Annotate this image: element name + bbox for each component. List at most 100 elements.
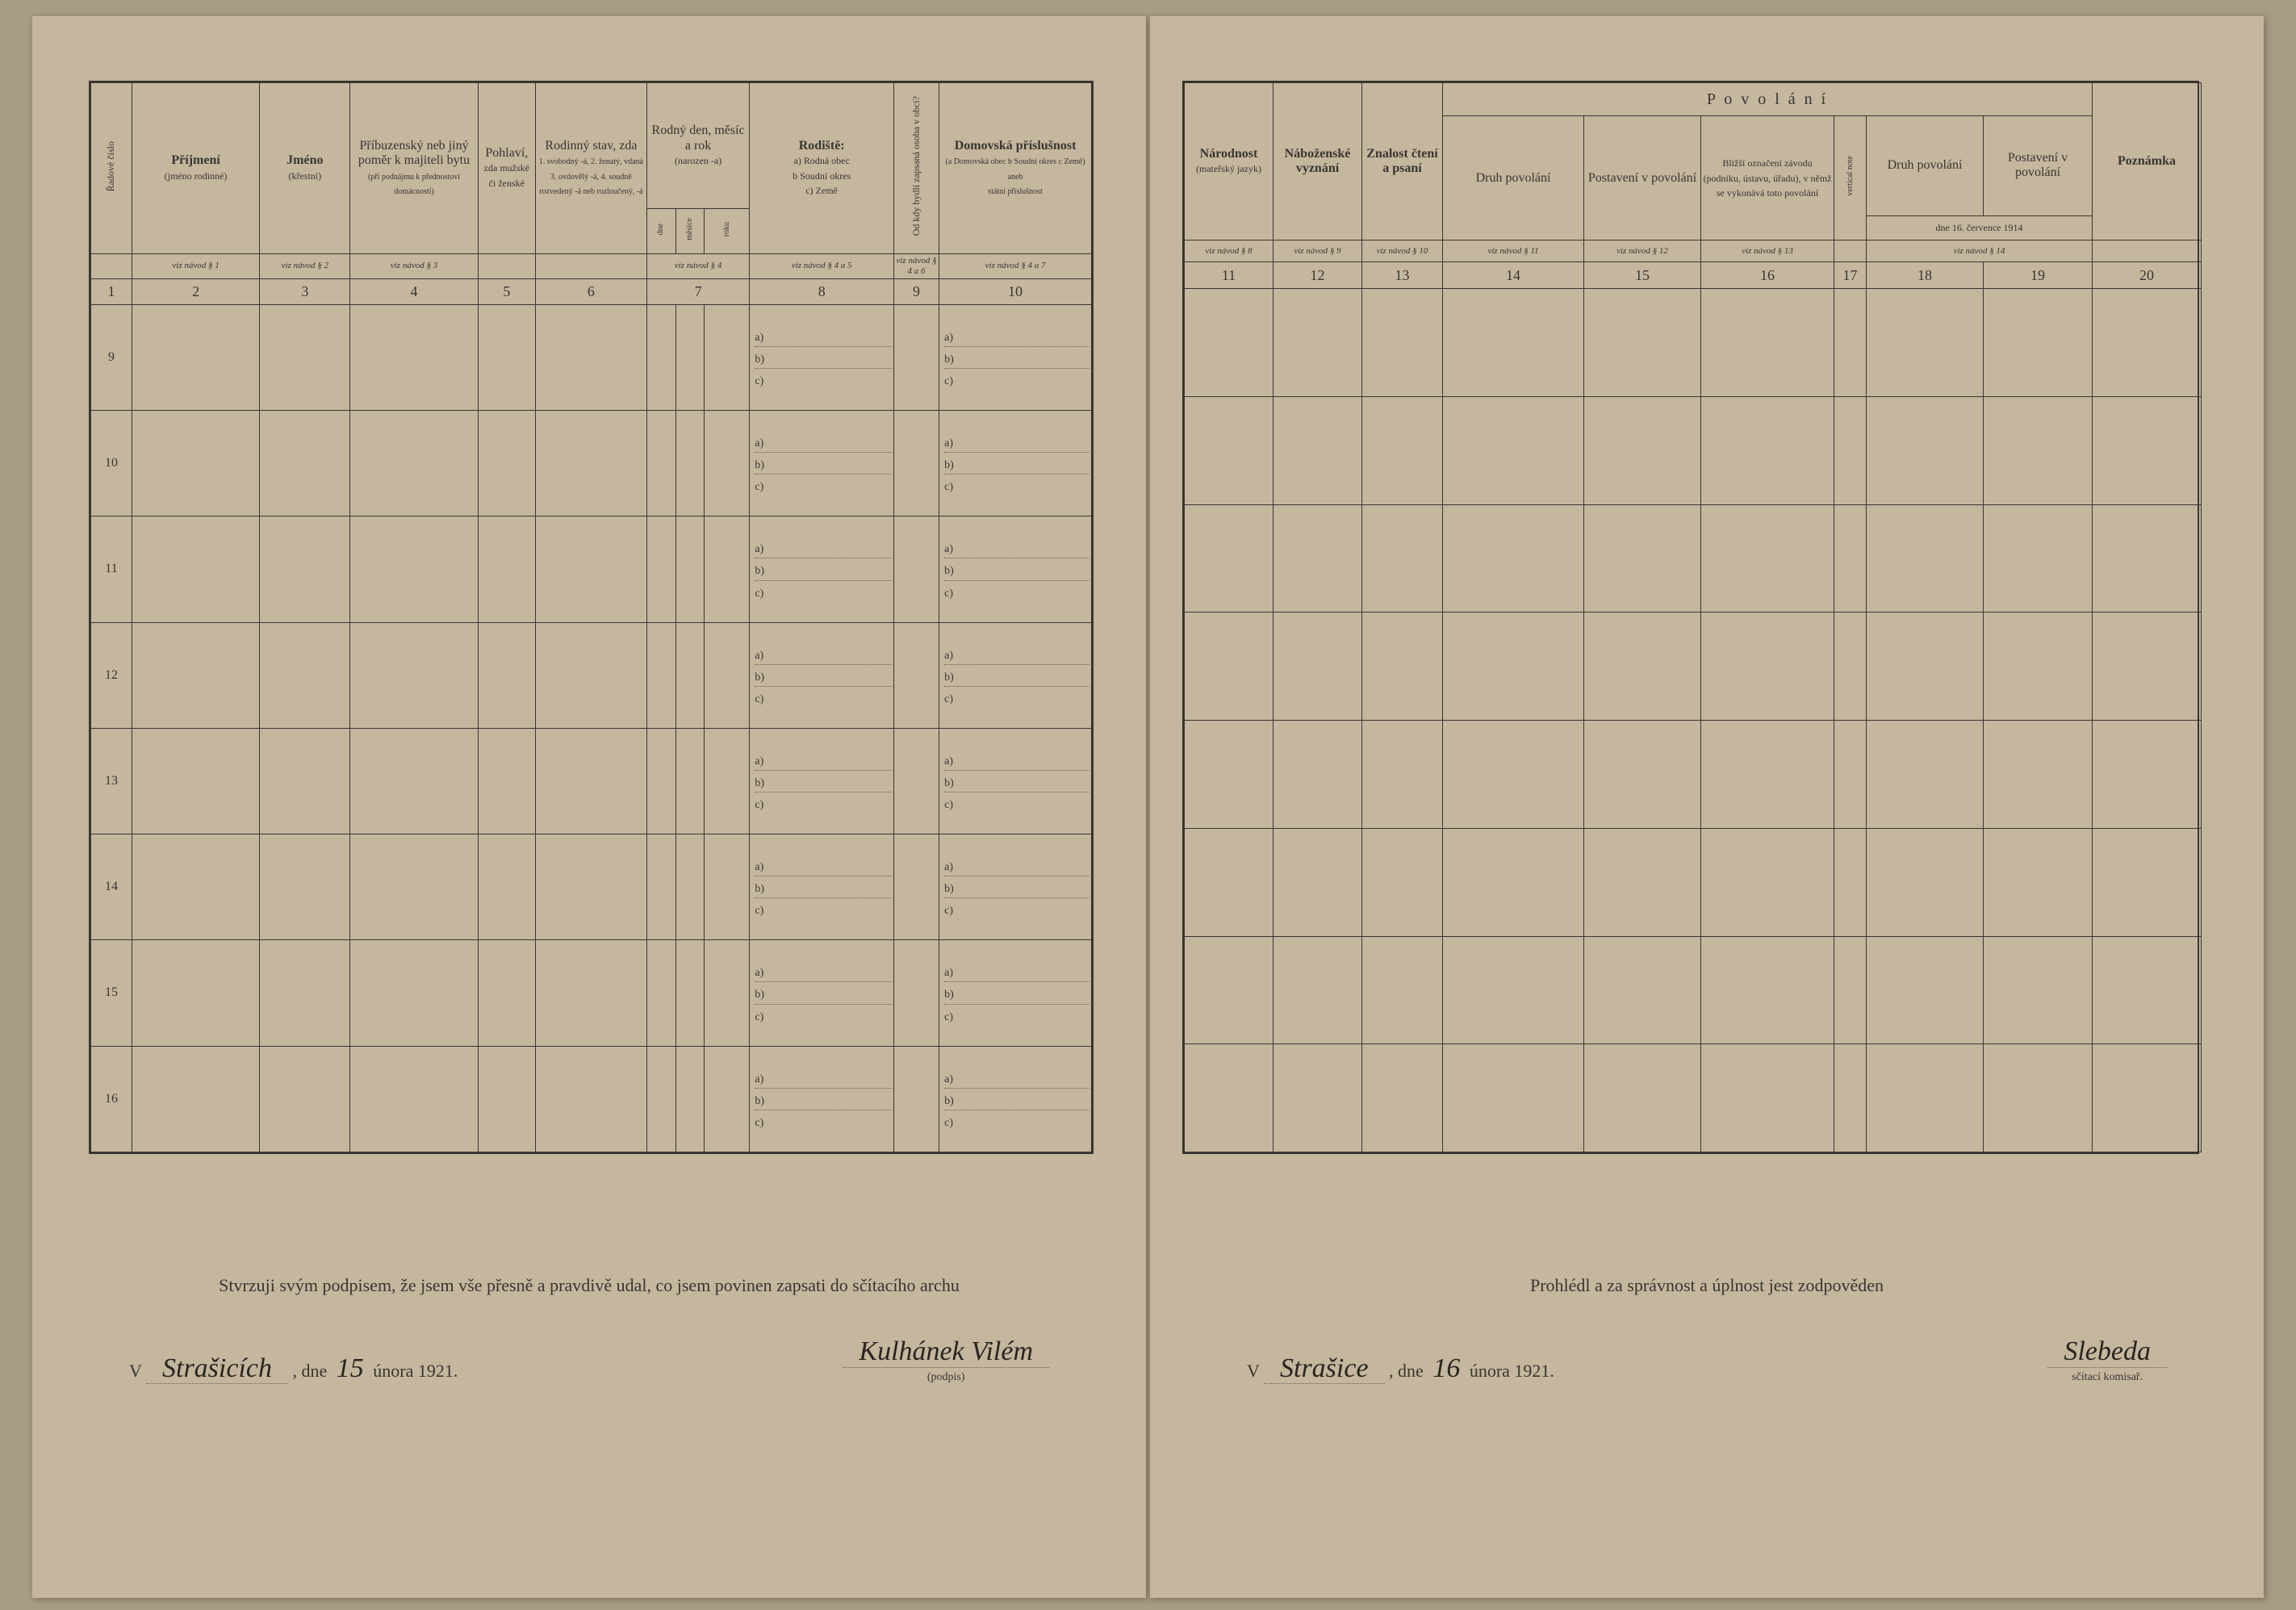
- cell: [350, 940, 478, 1046]
- hdr-c3: Jméno(křestní): [260, 83, 350, 254]
- cell: [646, 304, 675, 410]
- cell: [1867, 721, 1984, 829]
- birthplace-cell: a)b)c): [750, 1046, 894, 1152]
- cell: [1984, 936, 2093, 1044]
- table-row: 10a)b)c)a)b)c): [91, 411, 1092, 516]
- table-row: 14a)b)c)a)b)c): [91, 834, 1092, 940]
- birthplace-cell: a)b)c): [750, 728, 894, 834]
- cell: [260, 834, 350, 940]
- table-row: 15a)b)c)a)b)c): [91, 940, 1092, 1046]
- census-table-left: Řadové číslo Příjmení(jméno rodinné) Jmé…: [89, 81, 1094, 1154]
- cell: [1362, 721, 1443, 829]
- day-handwritten-right: 16: [1428, 1353, 1465, 1383]
- birthplace-cell: a)b)c): [750, 516, 894, 622]
- cell: [1984, 504, 2093, 613]
- ref-8: viz návod § 4 a 5: [750, 254, 894, 279]
- cell: [536, 304, 647, 410]
- ref-5: [478, 254, 535, 279]
- hdr-c7c: roku: [705, 209, 750, 254]
- cell: [1584, 504, 1701, 613]
- cell: [705, 940, 750, 1046]
- row-number: 9: [91, 304, 132, 410]
- cell: [675, 1046, 705, 1152]
- cell: [646, 940, 675, 1046]
- domicile-cell: a)b)c): [939, 304, 1092, 410]
- hdr-c14: Druh povolání: [1443, 116, 1584, 240]
- cell: [646, 728, 675, 834]
- place-date-right: V Strašice , dne 16 února 1921.: [1247, 1353, 1554, 1384]
- row-number: 10: [91, 411, 132, 516]
- cell: [132, 728, 260, 834]
- cell: [478, 1046, 535, 1152]
- cell: [646, 1046, 675, 1152]
- cell: [2093, 1044, 2202, 1152]
- coln-20: 20: [2093, 262, 2202, 289]
- row-number: 12: [91, 622, 132, 728]
- domicile-cell: a)b)c): [939, 622, 1092, 728]
- cell: [1834, 613, 1867, 721]
- cell: [2093, 289, 2202, 397]
- hdr-c19: Postavení v povolání: [1984, 116, 2093, 215]
- cell: [646, 411, 675, 516]
- coln-12: 12: [1273, 262, 1362, 289]
- cell: [478, 728, 535, 834]
- cell: [1834, 936, 1867, 1044]
- hdr-c13: Znalost čtení a psaní: [1362, 83, 1443, 240]
- cell: [1984, 1044, 2093, 1152]
- cell: [1584, 289, 1701, 397]
- coln-6: 6: [536, 278, 647, 304]
- cell: [536, 516, 647, 622]
- place-date-left: V Strašicích , dne 15 února 1921.: [129, 1353, 458, 1384]
- cell: [1185, 828, 1273, 936]
- cell: [1273, 613, 1362, 721]
- cell: [1362, 289, 1443, 397]
- table-row: [1185, 289, 2202, 397]
- ref-7: viz návod § 4: [646, 254, 750, 279]
- table-row: [1185, 1044, 2202, 1152]
- cell: [893, 728, 939, 834]
- census-page-right: Národnost(mateřský jazyk) Náboženské vyz…: [1150, 16, 2264, 1598]
- cell: [1701, 613, 1834, 721]
- table-row: 16a)b)c)a)b)c): [91, 1046, 1092, 1152]
- cell: [893, 834, 939, 940]
- hdr-c4: Příbuzenský neb jiný poměr k majiteli by…: [350, 83, 478, 254]
- hdr-c7: Rodný den, měsíc a rok(narozen -a): [646, 83, 750, 209]
- cell: [1443, 613, 1584, 721]
- place-handwritten-right: Strašice: [1264, 1353, 1385, 1384]
- day-handwritten-left: 15: [332, 1353, 369, 1383]
- ref-3: viz návod § 2: [260, 254, 350, 279]
- cell: [1984, 828, 2093, 936]
- cell: [893, 304, 939, 410]
- cell: [1834, 721, 1867, 829]
- coln-14: 14: [1443, 262, 1584, 289]
- cell: [260, 622, 350, 728]
- cell: [478, 516, 535, 622]
- cell: [1984, 721, 2093, 829]
- cell: [1443, 936, 1584, 1044]
- cell: [675, 728, 705, 834]
- hdr-c7b: měsíce: [675, 209, 705, 254]
- cell: [1984, 289, 2093, 397]
- census-table-right: Národnost(mateřský jazyk) Náboženské vyz…: [1182, 81, 2199, 1154]
- birthplace-cell: a)b)c): [750, 834, 894, 940]
- birthplace-cell: a)b)c): [750, 622, 894, 728]
- cell: [1834, 1044, 1867, 1152]
- table-row: [1185, 396, 2202, 504]
- affirm-text-right: Prohlédl a za správnost a úplnost jest z…: [1150, 1275, 2264, 1296]
- cell: [1584, 396, 1701, 504]
- cell: [2093, 613, 2202, 721]
- domicile-cell: a)b)c): [939, 728, 1092, 834]
- cell: [1834, 504, 1867, 613]
- cell: [260, 1046, 350, 1152]
- cell: [893, 1046, 939, 1152]
- cell: [536, 940, 647, 1046]
- cell: [893, 411, 939, 516]
- coln-5: 5: [478, 278, 535, 304]
- cell: [536, 622, 647, 728]
- cell: [1584, 936, 1701, 1044]
- table-row: 9a)b)c)a)b)c): [91, 304, 1092, 410]
- cell: [1701, 721, 1834, 829]
- ref-blank: [91, 254, 132, 279]
- hdr-c7a: dne: [646, 209, 675, 254]
- table-row: [1185, 828, 2202, 936]
